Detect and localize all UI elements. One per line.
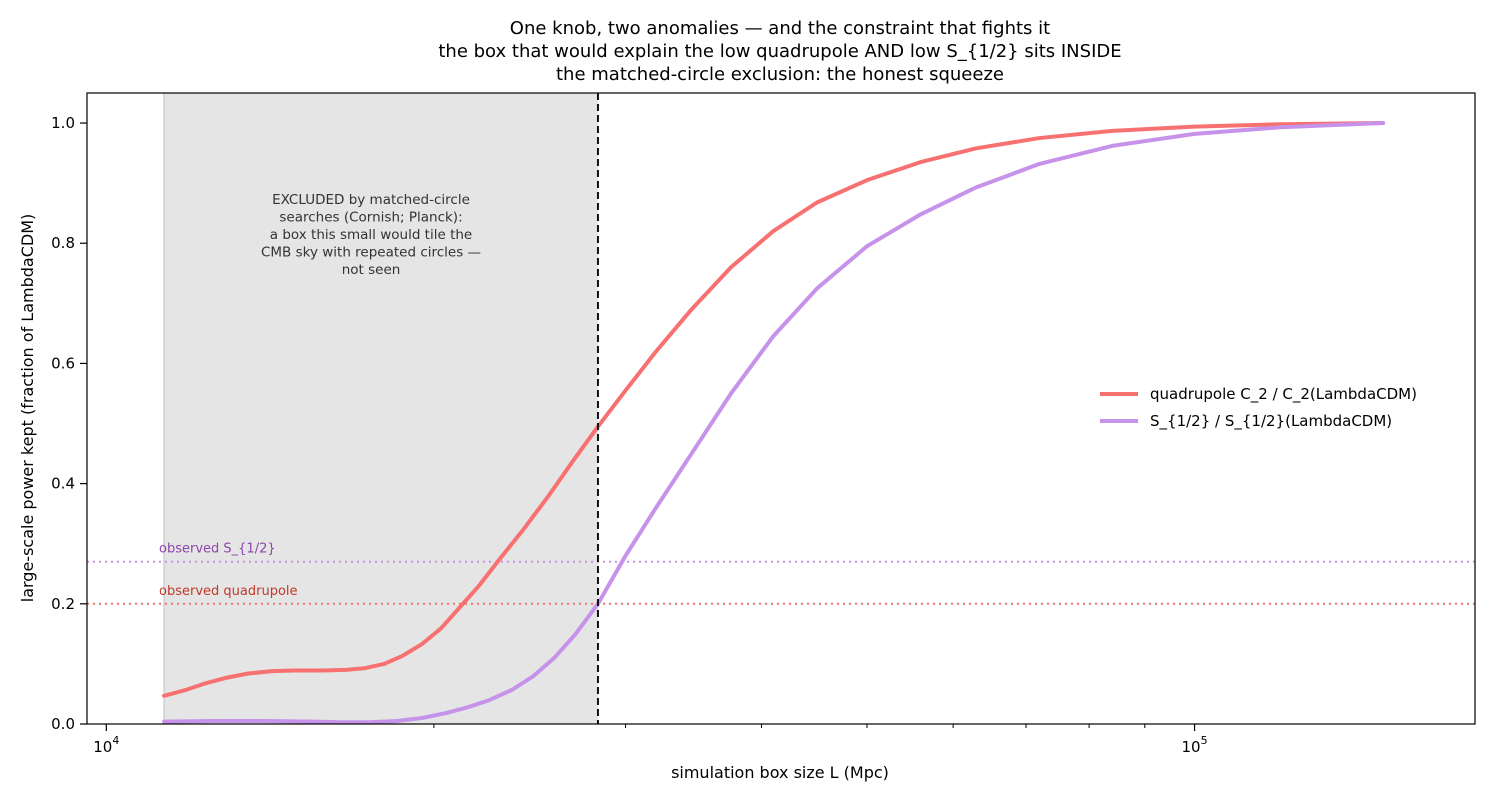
excluded-label-line-4: CMB sky with repeated circles — (261, 245, 481, 261)
y-tick-label-0-0: 0.0 (51, 715, 75, 733)
x-tick-label-10-4: 104 (93, 734, 119, 756)
y-tick-label-1-0: 1.0 (51, 114, 75, 132)
chart-title: One knob, two anomalies — and the constr… (438, 18, 1121, 85)
observed-s-half-label: observed S_{1/2} (159, 542, 276, 557)
excluded-region (164, 93, 598, 724)
y-axis: 0.0 0.2 0.4 0.6 0.8 1.0 (51, 114, 87, 733)
excluded-label-line-2: searches (Cornish; Planck): (279, 210, 462, 226)
observed-quadrupole-label: observed quadrupole (159, 584, 298, 599)
y-tick-label-0-4: 0.4 (51, 475, 75, 493)
title-line-3: the matched-circle exclusion: the honest… (556, 64, 1004, 85)
legend: quadrupole C_2 / C_2(LambdaCDM) S_{1/2} … (1100, 385, 1417, 431)
title-line-1: One knob, two anomalies — and the constr… (510, 18, 1050, 39)
legend-label-quadrupole: quadrupole C_2 / C_2(LambdaCDM) (1150, 385, 1417, 404)
y-tick-label-0-8: 0.8 (51, 234, 75, 252)
y-tick-label-0-2: 0.2 (51, 595, 75, 613)
y-tick-label-0-6: 0.6 (51, 354, 75, 372)
series-quadrupole-line (162, 121, 1386, 698)
title-line-2: the box that would explain the low quadr… (438, 41, 1121, 62)
plot-area: EXCLUDED by matched-circle searches (Cor… (87, 93, 1475, 725)
excluded-label-line-5: not seen (342, 262, 401, 278)
series-s-half-line (162, 121, 1386, 725)
plot-frame (86, 92, 1476, 725)
x-axis: 104 105 (93, 724, 1208, 756)
excluded-label-line-3: a box this small would tile the (270, 227, 472, 243)
excluded-region-label: EXCLUDED by matched-circle searches (Cor… (261, 192, 481, 278)
x-tick-label-10-5: 105 (1182, 734, 1208, 756)
legend-label-s-half: S_{1/2} / S_{1/2}(LambdaCDM) (1150, 412, 1392, 431)
x-axis-label: simulation box size L (Mpc) (671, 763, 889, 782)
y-axis-label: large-scale power kept (fraction of Lamb… (18, 214, 37, 602)
excluded-label-line-1: EXCLUDED by matched-circle (272, 192, 470, 208)
